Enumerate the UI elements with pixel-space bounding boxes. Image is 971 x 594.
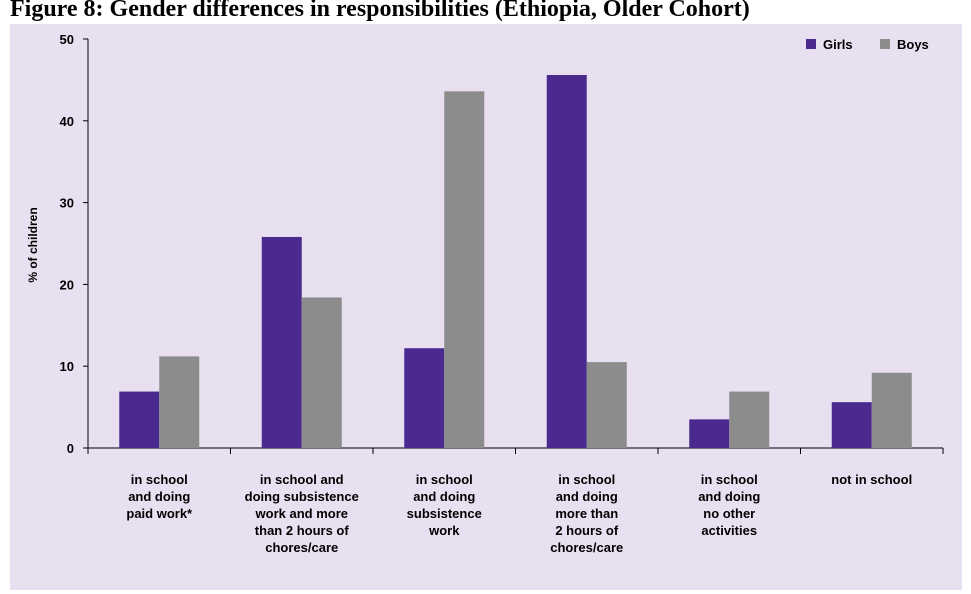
- bar-boys: [159, 356, 200, 448]
- legend-swatch-boys: [880, 39, 890, 49]
- bar-girls: [689, 419, 730, 448]
- bar-girls: [546, 74, 587, 448]
- figure-title: Figure 8: Gender differences in responsi…: [10, 0, 750, 22]
- bar-boys: [301, 297, 342, 448]
- y-axis: 0 10 20 30 40 50: [60, 32, 89, 456]
- y-tick-label: 20: [60, 277, 74, 292]
- legend-label-boys: Boys: [897, 37, 929, 52]
- bar-boys: [871, 372, 912, 448]
- chart-panel: [10, 24, 962, 590]
- bar-girls: [261, 236, 302, 448]
- legend: Girls Boys: [806, 37, 929, 52]
- y-tick-label: 50: [60, 32, 74, 47]
- y-tick-label: 10: [60, 359, 74, 374]
- category-label: in school and doing subsistence work and m…: [245, 472, 359, 555]
- bar-girls: [831, 402, 872, 448]
- bar-boys: [586, 362, 627, 448]
- category-label: in school and doing more than 2 hours of cho…: [550, 472, 623, 555]
- y-tick-label: 40: [60, 114, 74, 129]
- bar-boys: [729, 391, 770, 448]
- bar-girls: [404, 348, 445, 448]
- y-axis-title: % of children: [26, 207, 40, 282]
- legend-label-girls: Girls: [823, 37, 853, 52]
- category-label: not in school: [831, 472, 912, 487]
- bars: [119, 74, 912, 449]
- bar-boys: [444, 91, 485, 449]
- x-axis: [87, 447, 944, 454]
- legend-swatch-girls: [806, 39, 816, 49]
- bar-girls: [119, 391, 160, 448]
- category-label: in school and doing no other activities: [698, 472, 760, 538]
- category-labels: in school and doing paid work* in school an…: [126, 472, 912, 555]
- category-label: in school and doing paid work*: [126, 472, 193, 521]
- y-tick-label: 0: [67, 441, 74, 456]
- category-label: in school and doing subsistence work: [407, 472, 482, 538]
- y-tick-label: 30: [60, 196, 74, 211]
